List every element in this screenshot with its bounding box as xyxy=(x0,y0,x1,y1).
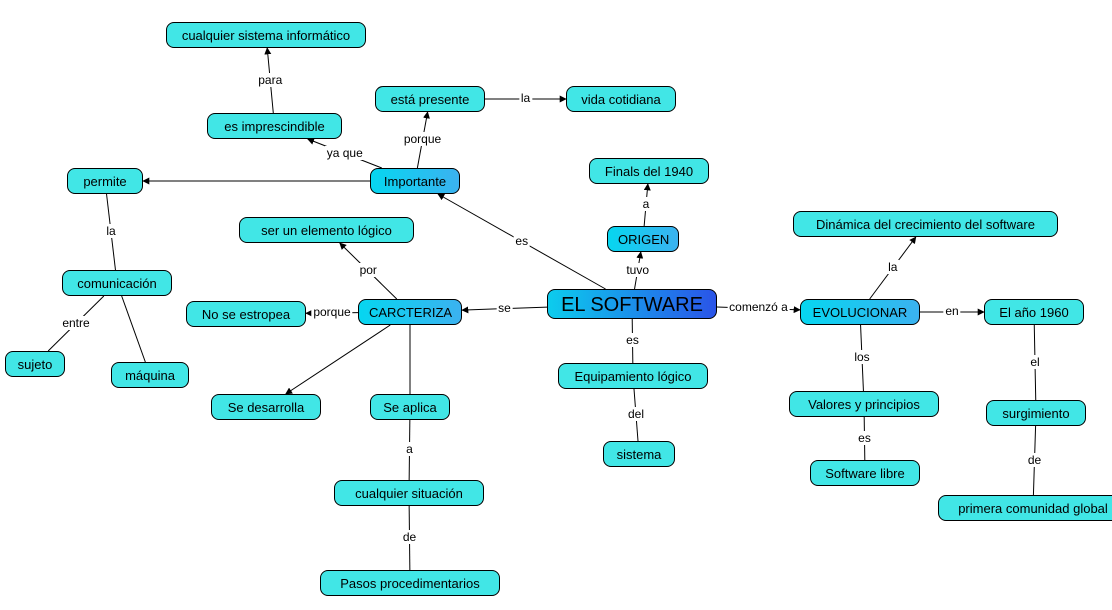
node-n_esta_presente: está presente xyxy=(375,86,485,112)
node-n_sujeto: sujeto xyxy=(5,351,65,377)
edge-n_caracteriza-n_se_desarrolla xyxy=(286,325,391,394)
edge-label-n_software-n_importante: es xyxy=(513,234,530,248)
node-n_elemento_log: ser un elemento lógico xyxy=(239,217,414,243)
node-n_se_desarrolla: Se desarrolla xyxy=(211,394,321,420)
edge-label-n_imprescindible-n_cualquier_sist: para xyxy=(256,73,284,87)
node-n_surgimiento: surgimiento xyxy=(986,400,1086,426)
node-n_cualquier_sist: cualquier sistema informático xyxy=(166,22,366,48)
node-n_vida: vida cotidiana xyxy=(566,86,676,112)
node-n_dinamica: Dinámica del crecimiento del software xyxy=(793,211,1058,237)
edge-label-n_surgimiento-n_comunidad: de xyxy=(1026,453,1043,467)
edge-label-n_software-n_origen: tuvo xyxy=(624,263,651,277)
edge-label-n_software-n_caracteriza: se xyxy=(496,301,513,315)
node-n_importante: Importante xyxy=(370,168,460,194)
edge-label-n_equip_log-n_sistema: del xyxy=(626,407,646,421)
edge-label-n_permite-n_comunicacion: la xyxy=(104,224,117,238)
edge-label-n_caracteriza-n_elemento_log: por xyxy=(358,263,379,277)
edge-label-n_esta_presente-n_vida: la xyxy=(519,91,532,105)
edge-label-n_evolucionar-n_dinamica: la xyxy=(886,260,899,274)
node-n_valores: Valores y principios xyxy=(789,391,939,417)
node-n_ano1960: El año 1960 xyxy=(984,299,1084,325)
node-n_se_aplica: Se aplica xyxy=(370,394,450,420)
node-n_evolucionar: EVOLUCIONAR xyxy=(800,299,920,325)
edge-label-n_importante-n_imprescindible: ya que xyxy=(325,146,365,160)
edge-label-n_importante-n_esta_presente: porque xyxy=(402,132,443,146)
edge-label-n_evolucionar-n_ano1960: en xyxy=(943,304,960,318)
edge-label-n_comunicacion-n_sujeto: entre xyxy=(60,316,91,330)
edge-label-n_origen-n_finals: a xyxy=(641,197,652,211)
edge-label-n_software-n_evolucionar: comenzó a xyxy=(727,300,790,314)
node-n_maquina: máquina xyxy=(111,362,189,388)
node-n_comunicacion: comunicación xyxy=(62,270,172,296)
edge-label-n_software-n_equip_log: es xyxy=(624,333,641,347)
node-n_equip_log: Equipamiento lógico xyxy=(558,363,708,389)
edge-label-n_evolucionar-n_valores: los xyxy=(852,350,871,364)
edge-label-n_cualquier_sit-n_pasos: de xyxy=(401,530,418,544)
node-n_no_estropea: No se estropea xyxy=(186,301,306,327)
node-n_comunidad: primera comunidad global xyxy=(938,495,1112,521)
node-n_permite: permite xyxy=(67,168,143,194)
edge-n_comunicacion-n_maquina xyxy=(122,296,146,362)
edge-label-n_caracteriza-n_no_estropea: porque xyxy=(311,305,352,319)
node-n_imprescindible: es imprescindible xyxy=(207,113,342,139)
node-n_cualquier_sit: cualquier situación xyxy=(334,480,484,506)
node-n_pasos: Pasos procedimentarios xyxy=(320,570,500,596)
node-n_origen: ORIGEN xyxy=(607,226,679,252)
node-n_caracteriza: CARCTERIZA xyxy=(358,299,462,325)
edge-label-n_ano1960-n_surgimiento: el xyxy=(1028,355,1041,369)
node-n_software: EL SOFTWARE xyxy=(547,289,717,319)
edge-label-n_se_aplica-n_cualquier_sit: a xyxy=(404,442,415,456)
node-n_finals: Finals del 1940 xyxy=(589,158,709,184)
node-n_sistema: sistema xyxy=(603,441,675,467)
edge-label-n_valores-n_softlibre: es xyxy=(856,431,873,445)
node-n_softlibre: Software libre xyxy=(810,460,920,486)
